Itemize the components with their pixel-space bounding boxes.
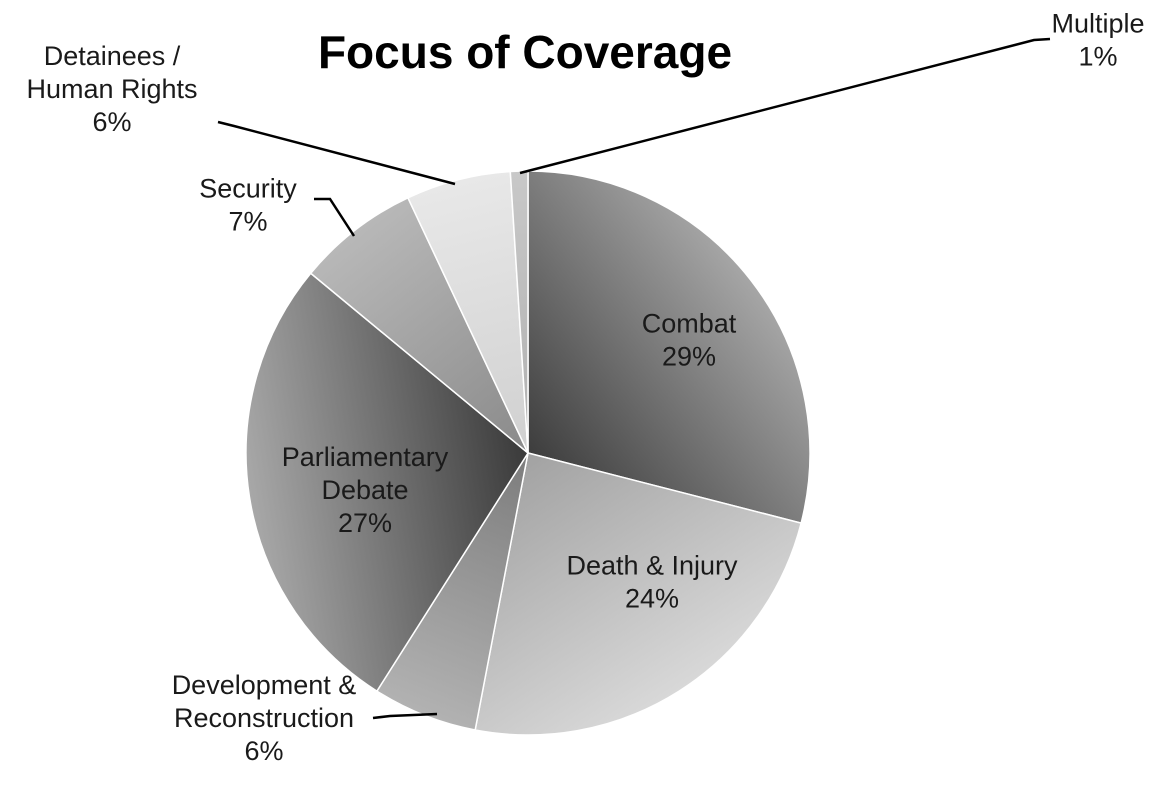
slice-label-multiple: Multiple 1%: [1051, 9, 1144, 72]
leader-line-security: [314, 197, 356, 237]
slice-label-development-reconstruction: Development & Reconstruction 6%: [172, 670, 357, 766]
leader-lines: [217, 37, 1051, 720]
leader-line-multiple: [519, 37, 1051, 175]
leader-line-development-reconstruction: [372, 712, 438, 720]
pie-slice-combat: [527, 170, 811, 525]
leader-line-detainees-human-rights: [217, 120, 456, 186]
slice-label-security: Security 7%: [199, 174, 297, 237]
chart-title: Focus of Coverage: [318, 26, 732, 78]
slice-label-detainees-human-rights: Detainees / Human Rights 6%: [26, 41, 197, 137]
pie-slices: [245, 170, 811, 736]
slice-label-parliamentary-debate: Parliamentary Debate 27%: [282, 442, 449, 538]
slice-labels: Combat 29% Death & Injury 24% Development & R…: [26, 9, 1144, 767]
pie-slice-parliamentary-debate: [245, 272, 529, 693]
pie-slice-security: [309, 196, 529, 454]
slice-label-death-injury: Death & Injury 24%: [566, 551, 738, 614]
pie-slice-death-injury: [474, 452, 803, 736]
slice-label-combat: Combat 29%: [642, 309, 737, 372]
